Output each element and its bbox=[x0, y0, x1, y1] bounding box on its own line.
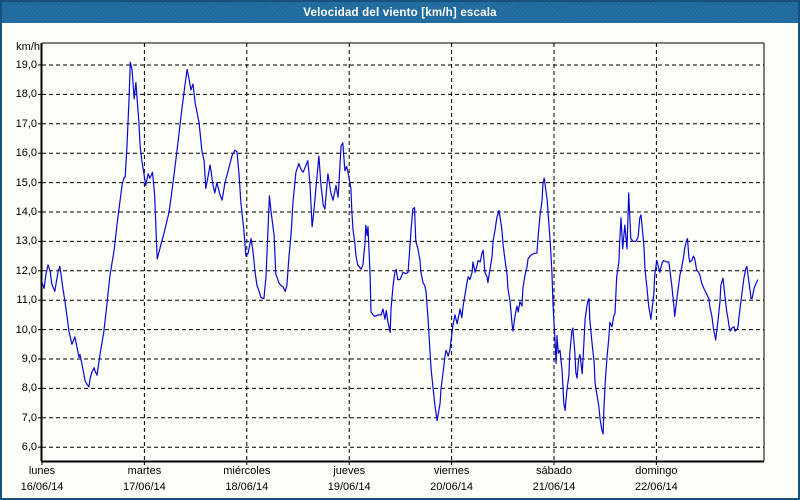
y-tick-label: 9,0 bbox=[21, 353, 37, 365]
y-tick-label: 16,0 bbox=[15, 147, 37, 160]
y-tick-label: 11,0 bbox=[16, 294, 37, 307]
x-axis-date-label: 19/06/14 bbox=[327, 481, 371, 493]
y-tick-label: 19,0 bbox=[15, 59, 37, 71]
x-axis-date-label: 21/06/14 bbox=[532, 481, 576, 493]
y-tick-label: 8,0 bbox=[21, 382, 37, 395]
y-tick-label: 13,0 bbox=[15, 235, 37, 248]
window-title: Velocidad del viento [km/h] escala bbox=[303, 6, 497, 19]
x-axis-date-label: 22/06/14 bbox=[634, 481, 678, 493]
x-axis-date-label: 20/06/14 bbox=[430, 481, 473, 493]
y-tick-label: 12,0 bbox=[15, 264, 37, 277]
y-axis-unit-label: km/h bbox=[16, 41, 40, 53]
x-axis-day-label: lunes bbox=[28, 465, 56, 477]
x-axis-day-label: domingo bbox=[635, 465, 678, 477]
y-tick-label: 18,0 bbox=[15, 88, 37, 101]
y-tick-label: 17,0 bbox=[15, 117, 37, 130]
y-tick-label: 6,0 bbox=[21, 441, 37, 454]
x-axis-date-label: 16/06/14 bbox=[20, 481, 64, 493]
x-axis-day-label: jueves bbox=[333, 465, 366, 477]
x-axis-day-label: miércoles bbox=[223, 465, 271, 477]
y-tick-label: 10,0 bbox=[15, 323, 37, 336]
y-tick-label: 15,0 bbox=[15, 176, 37, 189]
x-axis-date-label: 17/06/14 bbox=[122, 481, 166, 493]
x-axis-day-label: martes bbox=[127, 465, 162, 477]
wind-speed-line bbox=[41, 61, 759, 435]
x-axis-day-label: viernes bbox=[433, 465, 470, 477]
x-axis-day-label: sábado bbox=[535, 465, 573, 477]
title-bar: Velocidad del viento [km/h] escala bbox=[2, 2, 798, 23]
y-tick-label: 14,0 bbox=[15, 206, 37, 218]
x-axis-date-label: 18/06/14 bbox=[225, 481, 269, 493]
y-tick-label: 7,0 bbox=[21, 411, 37, 424]
